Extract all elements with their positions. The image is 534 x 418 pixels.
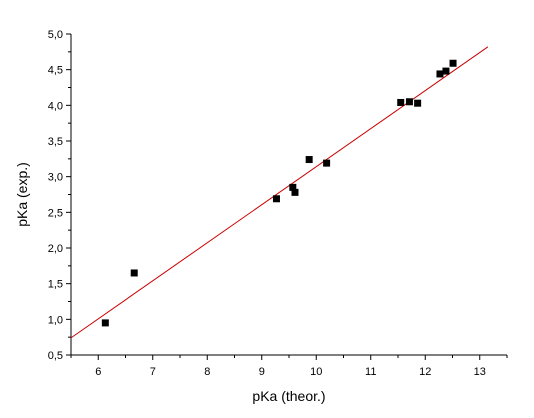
x-tick-label: 9 — [259, 366, 265, 378]
y-tick-label: 3,5 — [48, 136, 63, 148]
y-axis: 0,5 1,0 1,5 2,0 2,5 3,0 3,5 4,0 4,5 5,0 pKa (exp.… — [14, 29, 72, 362]
x-tick-label: 11 — [365, 366, 376, 378]
y-ticks: 0,5 1,0 1,5 2,0 2,5 3,0 3,5 4,0 4,5 5,0 — [48, 29, 71, 362]
y-tick-label: 3,0 — [48, 172, 63, 184]
data-point — [405, 98, 413, 106]
y-tick-label: 2,0 — [48, 243, 63, 255]
fit-line — [70, 46, 489, 339]
x-tick-label: 10 — [310, 366, 322, 378]
data-point — [323, 159, 331, 167]
data-point — [414, 99, 422, 107]
y-tick-label: 2,5 — [48, 207, 63, 219]
y-tick-label: 0,5 — [48, 350, 63, 362]
x-axis: 6 7 8 9 10 11 12 13 pKa (theor.) — [70, 354, 508, 404]
x-tick-label: 7 — [150, 366, 156, 378]
data-points — [101, 59, 457, 327]
data-point — [291, 188, 299, 196]
x-tick-label: 8 — [204, 366, 210, 378]
data-point — [130, 269, 138, 277]
x-ticks: 6 7 8 9 10 11 12 13 — [70, 355, 508, 378]
y-tick-label: 1,5 — [48, 279, 63, 291]
y-tick-label: 5,0 — [48, 29, 63, 41]
data-point — [272, 195, 280, 203]
y-tick-label: 1,0 — [48, 314, 63, 326]
x-axis-title: pKa (theor.) — [252, 388, 325, 404]
x-tick-label: 13 — [474, 366, 486, 378]
data-point — [101, 319, 109, 327]
data-point — [436, 70, 444, 78]
x-tick-label: 12 — [419, 366, 431, 378]
data-point — [289, 183, 297, 191]
data-point — [442, 67, 450, 75]
x-tick-label: 6 — [95, 366, 101, 378]
data-point — [397, 98, 405, 106]
y-tick-label: 4,0 — [48, 100, 63, 112]
data-point — [449, 59, 457, 67]
data-point — [305, 156, 313, 164]
y-tick-label: 4,5 — [48, 65, 63, 77]
y-axis-title: pKa (exp.) — [14, 162, 30, 227]
